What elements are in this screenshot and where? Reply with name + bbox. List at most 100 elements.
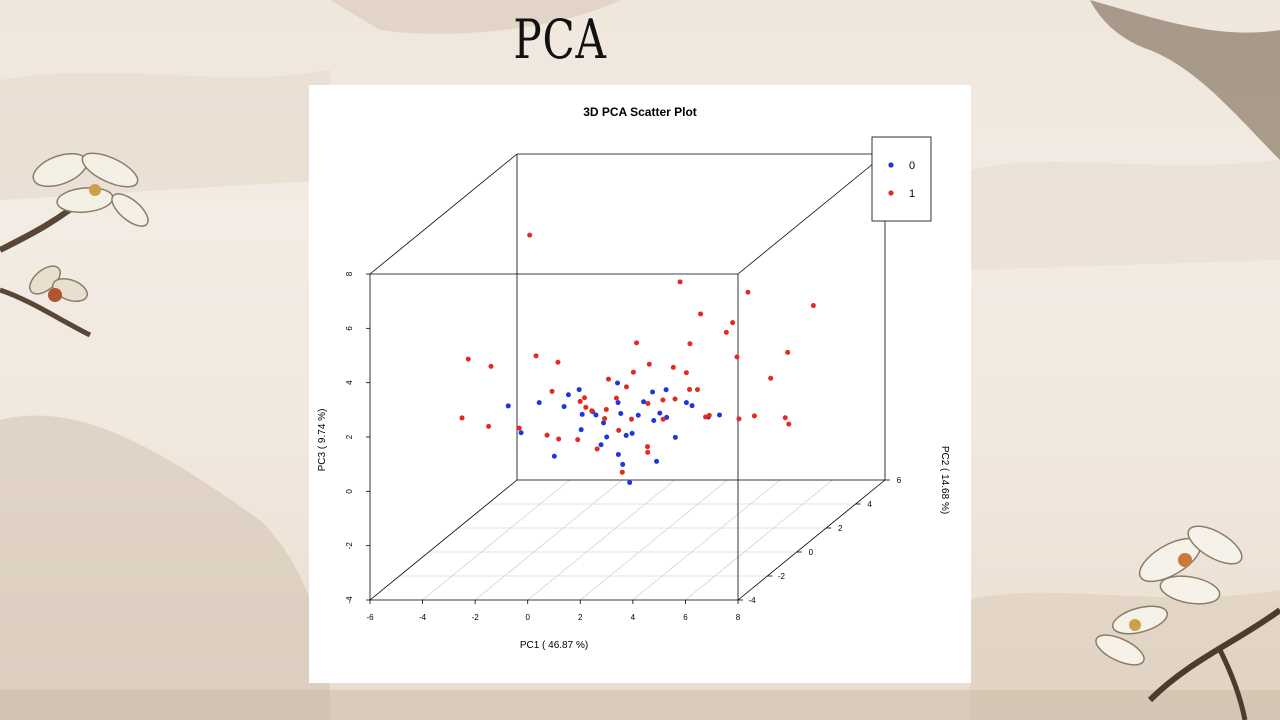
z-tick-label: 8	[345, 271, 354, 276]
data-point-group-1	[734, 354, 740, 360]
data-point-group-1	[810, 303, 816, 309]
y-tick-label: 2	[838, 524, 843, 533]
x-tick-label: -2	[472, 613, 480, 622]
data-point-group-0	[651, 417, 657, 423]
data-point-group-1	[594, 446, 600, 452]
data-point-group-1	[619, 469, 625, 475]
data-point-group-1	[577, 398, 583, 404]
data-point-group-1	[706, 412, 712, 418]
grid-line-x	[527, 479, 675, 601]
plot-box	[369, 153, 886, 601]
data-point-group-1	[583, 404, 589, 410]
grid-line-x	[474, 479, 623, 601]
data-point-group-0	[518, 430, 524, 436]
legend-box	[871, 136, 932, 222]
data-point-group-0	[623, 432, 629, 438]
data-point-group-0	[601, 420, 607, 426]
data-point-group-0	[615, 380, 621, 386]
z-axis-label: PC3 ( 9.74 %)	[317, 409, 328, 472]
data-point-group-1	[616, 427, 622, 433]
data-point-group-1	[582, 395, 588, 401]
x-tick-label: 8	[736, 613, 741, 622]
data-point-group-1	[670, 364, 676, 370]
data-point-group-0	[615, 400, 621, 406]
z-tick-label: 6	[345, 326, 354, 331]
x-axis-label: PC1 ( 46.87 %)	[520, 640, 588, 651]
data-point-group-1	[768, 375, 774, 381]
data-point-group-1	[745, 289, 751, 295]
data-point-group-1	[488, 363, 494, 369]
data-point-group-1	[687, 341, 693, 347]
data-point-group-0	[657, 410, 663, 416]
data-point-group-0	[615, 452, 621, 458]
data-point-group-0	[604, 434, 610, 440]
data-point-group-1	[634, 340, 640, 346]
x-tick-label: 2	[578, 613, 583, 622]
data-point-group-1	[605, 376, 611, 382]
data-point-group-0	[551, 453, 557, 459]
legend-marker-1	[888, 190, 894, 196]
data-point-group-0	[620, 461, 626, 467]
data-point-group-0	[565, 392, 571, 398]
x-tick-label: -6	[366, 613, 374, 622]
data-point-group-1	[603, 406, 609, 412]
data-point-group-1	[782, 415, 788, 421]
data-point-group-1	[533, 353, 539, 359]
x-tick-label: -4	[419, 613, 427, 622]
data-point-group-1	[683, 370, 689, 376]
legend: 0 1	[871, 136, 932, 222]
data-point-group-1	[672, 396, 678, 402]
data-point-group-1	[698, 311, 704, 317]
data-point-group-0	[717, 412, 722, 418]
data-point-group-1	[630, 369, 636, 375]
data-point-group-1	[555, 359, 561, 365]
floor-grid	[369, 479, 886, 601]
data-point-group-1	[785, 349, 791, 355]
data-point-group-0	[654, 458, 660, 464]
data-point-group-0	[627, 480, 633, 485]
data-point-group-0	[641, 399, 647, 405]
data-point-group-0	[593, 412, 599, 418]
data-point-group-0	[578, 427, 584, 433]
data-point-group-1	[687, 386, 693, 392]
data-point-group-1	[646, 361, 652, 367]
z-tick-label: -4	[345, 596, 354, 604]
data-point-group-1	[613, 395, 619, 401]
data-point-group-1	[751, 413, 757, 419]
data-point-group-1	[703, 414, 709, 420]
grid-line-x	[580, 479, 728, 601]
z-tick-label: 0	[345, 489, 354, 494]
y-axis-label: PC2 ( 14.68 %)	[939, 446, 950, 514]
data-point-group-1	[486, 423, 492, 429]
data-point-group-1	[516, 425, 522, 431]
y-tick-label: -2	[778, 572, 786, 581]
data-point-group-0	[683, 400, 689, 406]
legend-marker-0	[888, 162, 894, 168]
box-edge	[737, 479, 886, 601]
data-point-group-0	[672, 434, 678, 440]
data-point-group-0	[579, 411, 585, 417]
y-tick-label: 4	[867, 500, 872, 509]
data-point-group-1	[556, 436, 562, 442]
z-tick-label: 2	[345, 434, 354, 439]
data-point-group-0	[635, 412, 641, 418]
data-point-group-1	[723, 329, 729, 335]
data-point-group-1	[645, 401, 651, 407]
legend-label-0: 0	[909, 160, 915, 172]
data-point-group-1	[527, 232, 533, 238]
data-point-group-0	[598, 442, 604, 448]
data-point-group-1	[730, 320, 736, 326]
data-point-group-0	[689, 403, 695, 409]
data-point-group-1	[549, 388, 555, 394]
y-tick-label: 0	[809, 548, 814, 557]
grid-line-x	[632, 479, 781, 601]
chart-title: 3D PCA Scatter Plot	[583, 105, 697, 119]
data-point-group-0	[650, 389, 656, 395]
legend-label-1: 1	[909, 188, 915, 200]
x-tick-label: 4	[631, 613, 636, 622]
plot-panel: 3D PCA Scatter Plot -6 -4 -2 0 2 4 6 8 -4 -2 0 2 4 6 8…	[309, 85, 971, 683]
x-tick-label: 6	[683, 613, 688, 622]
data-points	[459, 232, 816, 485]
data-point-group-1	[459, 415, 465, 421]
data-point-group-0	[576, 387, 582, 393]
